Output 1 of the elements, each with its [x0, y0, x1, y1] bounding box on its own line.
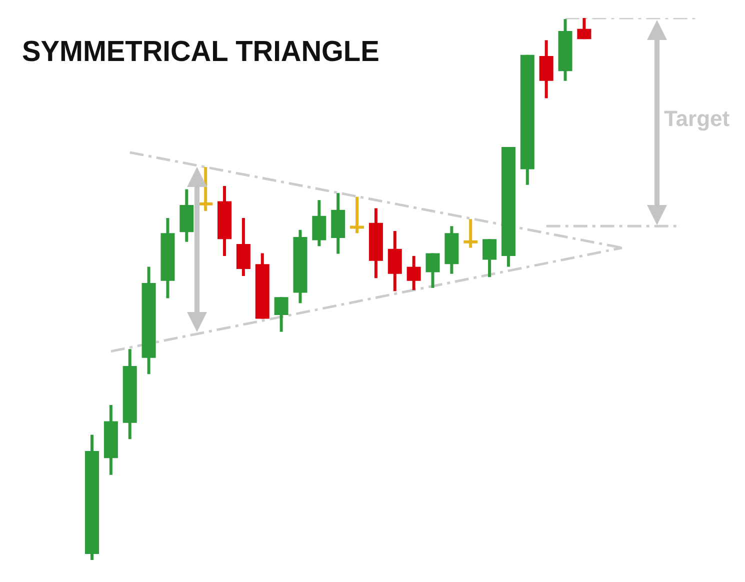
text: SYMMETRICAL TRIANGLE: [22, 36, 380, 69]
